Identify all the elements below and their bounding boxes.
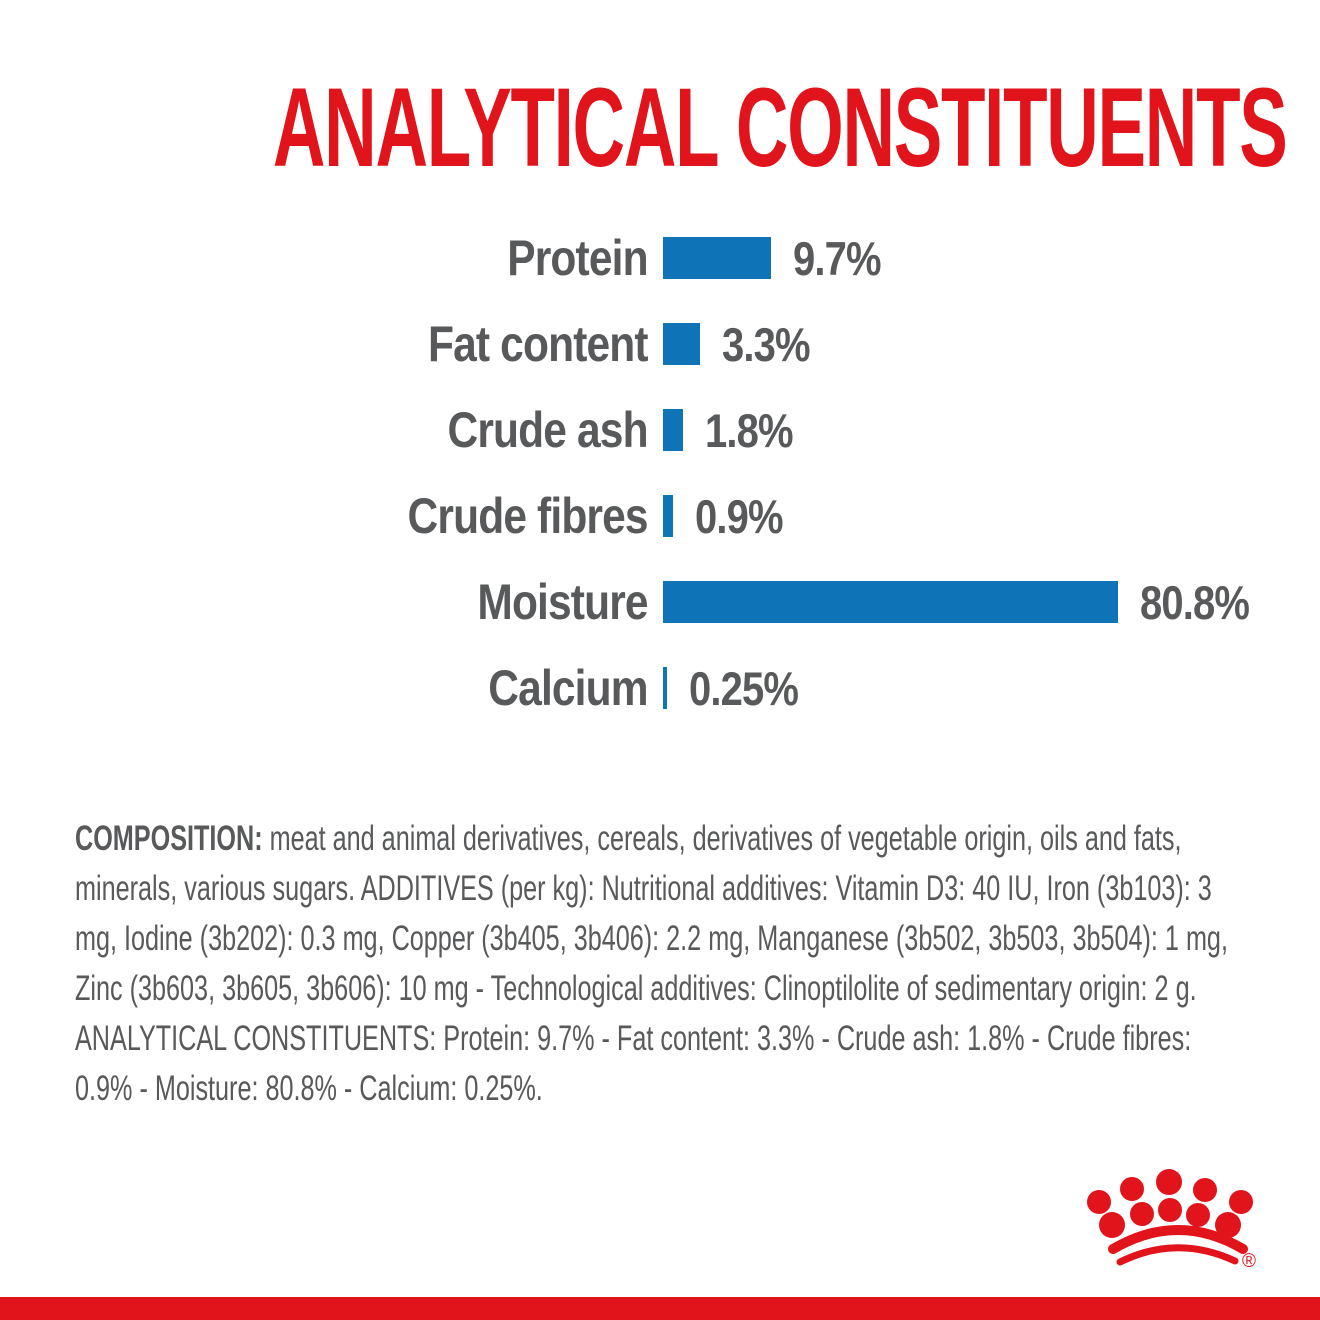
royal-canin-crown-logo: ®: [1085, 1168, 1285, 1278]
constituent-label: Calcium: [488, 660, 648, 716]
chart-row-protein: Protein 9.7%: [60, 215, 1290, 301]
bottom-red-stripe: [0, 1297, 1320, 1320]
constituent-bar: [663, 581, 1118, 623]
constituent-bar: [663, 323, 700, 365]
constituent-label: Crude fibres: [407, 488, 649, 544]
constituent-bar: [663, 495, 674, 537]
page-title-text: ANALYTICAL CONSTITUENTS: [272, 65, 1288, 190]
constituent-label: Crude ash: [447, 402, 649, 458]
constituent-bar: [663, 409, 684, 451]
constituent-value: 9.7%: [793, 231, 882, 285]
constituent-label: Moisture: [477, 574, 648, 630]
registered-trademark-icon: ®: [1242, 1251, 1256, 1272]
composition-lead: COMPOSITION:: [75, 819, 263, 858]
constituent-label: Protein: [507, 230, 648, 286]
chart-row-calcium: Calcium 0.25%: [60, 645, 1290, 731]
chart-row-crude-ash: Crude ash 1.8%: [60, 387, 1290, 473]
constituent-value: 0.25%: [689, 661, 799, 715]
constituents-chart: Protein 9.7% Fat content 3.3% Crude ash …: [60, 215, 1290, 731]
constituent-value: 0.9%: [695, 489, 784, 543]
constituent-value: 80.8%: [1140, 575, 1250, 629]
constituent-value: 3.3%: [721, 317, 811, 371]
composition-paragraph: COMPOSITION: meat and animal derivatives…: [75, 814, 1252, 1114]
page-title: ANALYTICAL CONSTITUENTS: [0, 72, 1320, 184]
constituent-label: Fat content: [428, 316, 649, 372]
constituent-value: 1.8%: [705, 403, 794, 457]
chart-row-crude-fibres: Crude fibres 0.9%: [60, 473, 1290, 559]
chart-row-fat-content: Fat content 3.3%: [60, 301, 1290, 387]
chart-row-moisture: Moisture 80.8%: [60, 559, 1290, 645]
constituent-bar: [663, 667, 667, 709]
crown-icon: ®: [1087, 1169, 1256, 1272]
constituent-bar: [663, 237, 772, 279]
composition-text: meat and animal derivatives, cereals, de…: [75, 819, 1228, 1108]
